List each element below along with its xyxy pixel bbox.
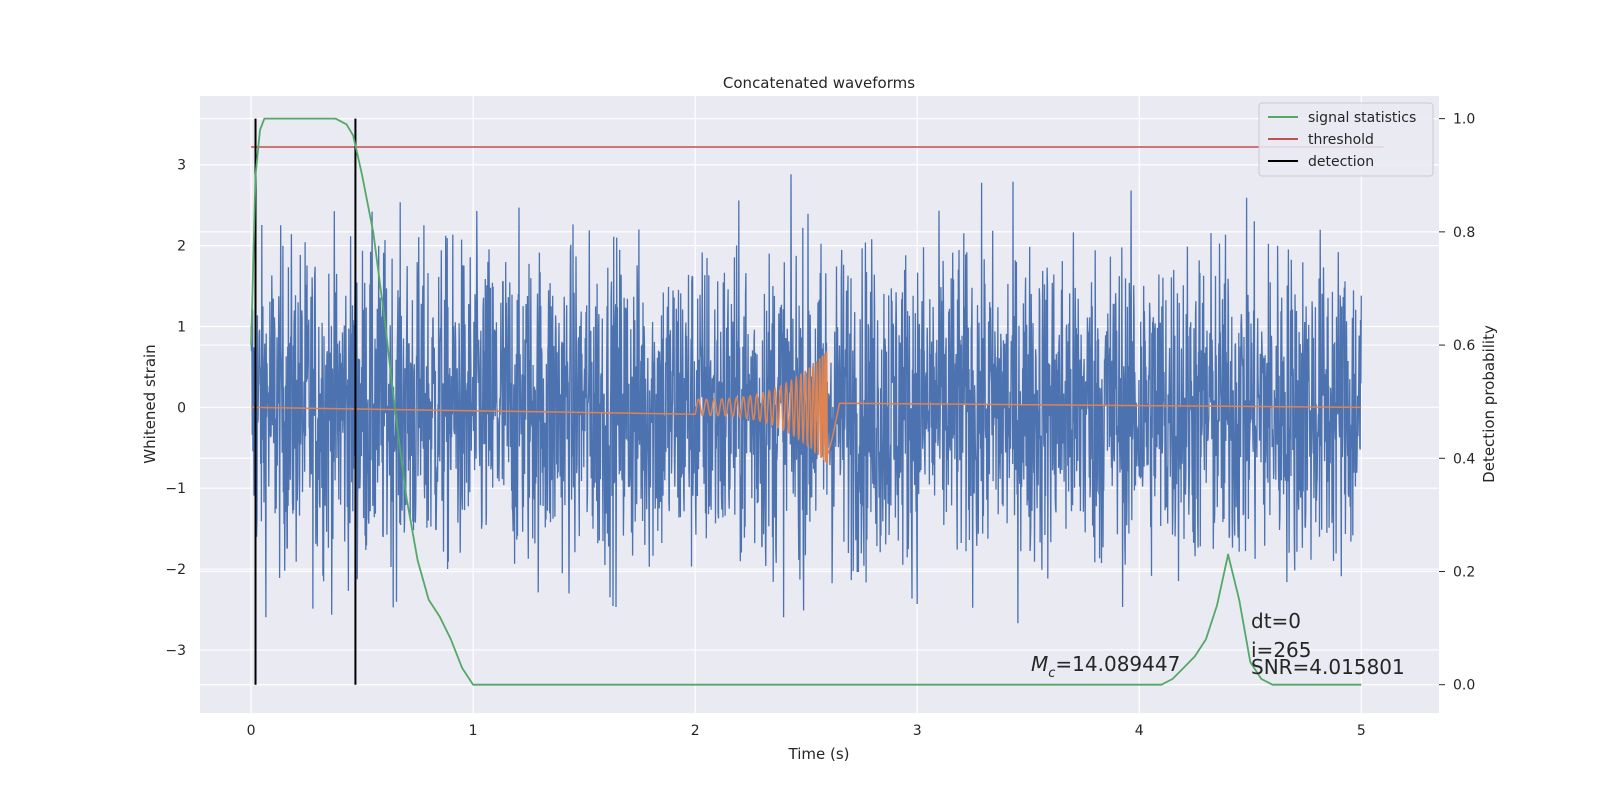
y-tick-label: −1 — [165, 481, 186, 497]
chart-title: Concatenated waveforms — [723, 74, 915, 92]
chirp-mass-annotation: Mc=14.089447 — [1031, 652, 1180, 681]
legend-box — [1258, 102, 1434, 177]
y-tick-label: 2 — [177, 239, 186, 255]
index-annotation: i=265 — [1251, 638, 1312, 662]
signal-statistics-curve — [250, 117, 1362, 686]
chirp-mass-subscript: c — [1048, 666, 1055, 681]
y-right-tick-label: 1.0 — [1453, 112, 1475, 128]
axis-ticks: 0 1 2 3 4 5 −3 −2 −1 0 1 2 3 0.0 0.2 0.4 0.6 0.8 1.0 — [165, 112, 1475, 739]
legend: signal statistics threshold detection — [1258, 102, 1434, 177]
y-tick-label: −3 — [165, 643, 186, 659]
y-tick-label: 0 — [177, 400, 186, 416]
data-traces — [250, 117, 1384, 686]
y-right-tick-label: 0.0 — [1453, 678, 1475, 694]
x-tick-label: 2 — [691, 723, 700, 739]
dt-annotation: dt=0 — [1251, 609, 1301, 633]
y-right-tick-label: 0.8 — [1453, 225, 1475, 241]
y-right-axis-label: Detection probability — [1480, 325, 1498, 483]
snr-annotation: SNR=4.015801 — [1251, 655, 1405, 679]
y-tick-label: 3 — [177, 158, 186, 174]
template-waveform-trace — [251, 351, 1362, 464]
y-right-tick-label: 0.6 — [1453, 338, 1475, 354]
x-axis-label: Time (s) — [788, 745, 850, 763]
annotations: Mc=14.089447 dt=0 i=265 SNR=4.015801 — [1031, 609, 1405, 681]
y-tick-label: 1 — [177, 319, 186, 335]
chirp-mass-symbol: M — [1031, 652, 1048, 676]
x-tick-label: 5 — [1357, 723, 1366, 739]
legend-label: threshold — [1308, 132, 1374, 148]
chirp-mass-value: =14.089447 — [1055, 652, 1180, 676]
legend-label: signal statistics — [1308, 110, 1416, 126]
x-tick-label: 3 — [913, 723, 922, 739]
x-tick-label: 1 — [469, 723, 478, 739]
y-right-tick-label: 0.2 — [1453, 564, 1475, 580]
y-axis-label: Whitened strain — [141, 344, 159, 463]
x-tick-label: 4 — [1135, 723, 1144, 739]
x-tick-label: 0 — [247, 723, 256, 739]
legend-label: detection — [1308, 154, 1374, 170]
y-right-tick-label: 0.4 — [1453, 451, 1475, 467]
y-tick-label: −2 — [165, 562, 186, 578]
